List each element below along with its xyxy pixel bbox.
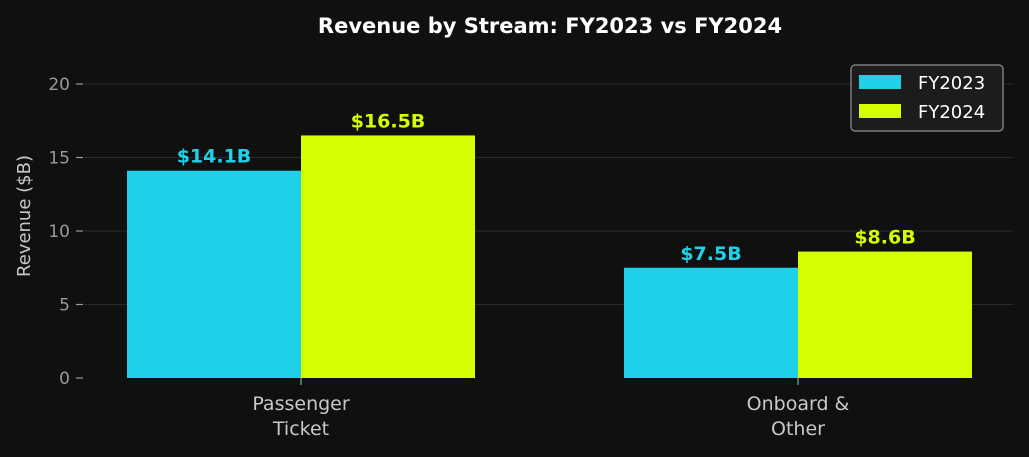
bar-fy2024 xyxy=(301,135,475,378)
bar-fy2024 xyxy=(798,251,972,378)
y-tick-label: 5 xyxy=(59,296,70,316)
data-label: $7.5B xyxy=(680,243,741,265)
bars: $14.1B $7.5B $16.5B $8.6B xyxy=(127,110,972,378)
bar-fy2023 xyxy=(127,170,301,378)
data-label: $14.1B xyxy=(177,146,252,168)
chart-title: Revenue by Stream: FY2023 vs FY2024 xyxy=(318,14,782,38)
x-tick-label: Passenger Ticket xyxy=(252,393,350,440)
x-tick-label-line: Other xyxy=(771,418,825,440)
x-tick-label: Onboard & Other xyxy=(747,393,850,440)
y-tick-label: 0 xyxy=(59,369,70,389)
data-label: $8.6B xyxy=(854,227,915,249)
legend-label: FY2023 xyxy=(918,73,985,94)
legend: FY2023 FY2024 xyxy=(850,64,1004,132)
y-tick-label: 15 xyxy=(48,149,70,169)
x-tick-label-line: Onboard & xyxy=(747,393,850,415)
x-tick-label-line: Passenger xyxy=(252,393,350,415)
legend-swatch-fy2024 xyxy=(859,104,901,118)
x-tick-label-line: Ticket xyxy=(272,418,329,440)
y-tick-label: 10 xyxy=(48,222,70,242)
legend-label: FY2024 xyxy=(918,102,985,123)
y-axis-label: Revenue ($B) xyxy=(14,155,35,277)
x-axis: Passenger Ticket Onboard & Other xyxy=(252,378,850,440)
bar-fy2023 xyxy=(624,267,798,378)
legend-swatch-fy2023 xyxy=(859,75,901,89)
data-label: $16.5B xyxy=(351,110,426,132)
y-tick-label: 20 xyxy=(48,75,70,95)
y-axis: 0 5 10 15 20 xyxy=(48,75,83,389)
